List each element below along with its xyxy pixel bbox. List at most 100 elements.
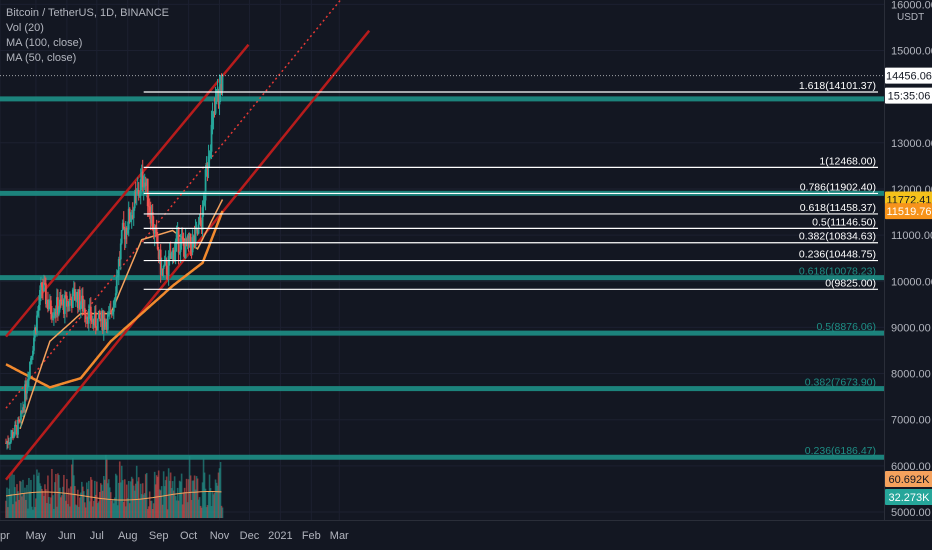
candle-body [98, 310, 101, 319]
fib-retracement-label: 0.382(7673.90) [805, 377, 876, 389]
candle-body [161, 268, 164, 270]
volume-bar [17, 491, 19, 518]
candle-body [103, 318, 106, 327]
volume-bar [150, 500, 153, 518]
candle-body [140, 171, 143, 180]
candle-body [143, 182, 146, 187]
volume-bar [75, 504, 77, 518]
volume-bar [54, 482, 56, 518]
volume-bar [24, 487, 26, 518]
volume-bar [99, 483, 102, 518]
candle-body [102, 318, 105, 331]
volume-bar [190, 500, 193, 518]
volume-bar [35, 498, 37, 518]
candle-body [69, 298, 72, 300]
volume-bar [161, 504, 164, 518]
candle-body [179, 238, 182, 252]
symbol-title: Bitcoin / TetherUS, 1D, BINANCE [6, 7, 170, 19]
volume-bar [95, 481, 98, 518]
volume-bar [175, 500, 178, 518]
candle-body [6, 441, 8, 443]
price-tick-label: 16000.00 [891, 0, 932, 11]
volume-bar [186, 502, 189, 518]
volume-bar [140, 494, 143, 518]
volume-bar [38, 472, 40, 518]
candle-body [187, 236, 190, 242]
volume-bar [100, 484, 103, 518]
volume-bar [65, 500, 67, 518]
ma50-indicator-label[interactable]: MA (50, close) [6, 52, 77, 64]
volume-bar [184, 492, 187, 518]
volume-bar [142, 494, 145, 518]
candle-body [217, 90, 220, 105]
volume-bar [221, 507, 224, 518]
ma100-indicator-label[interactable]: MA (100, close) [6, 37, 83, 49]
time-tick-label: Oct [180, 530, 197, 542]
candle-body [139, 179, 142, 195]
candle-body [119, 243, 122, 260]
candle-body [41, 282, 43, 288]
candle-body [19, 420, 21, 422]
volume-bar [47, 475, 49, 518]
volume-bar [66, 479, 68, 518]
volume-bar [185, 478, 188, 518]
candle-body [188, 233, 191, 242]
candle-body [33, 337, 35, 351]
fib-extension-label: 0.236(10448.75) [799, 249, 876, 261]
volume-bar [22, 479, 24, 518]
fib-extension-label: 0(9825.00) [825, 277, 876, 289]
candle-body [18, 419, 20, 421]
time-tick-label: Aug [118, 530, 138, 542]
volume-bar [147, 506, 150, 518]
candle-body [128, 208, 131, 223]
volume-bar [217, 472, 220, 518]
time-tick-label: Mar [330, 530, 349, 542]
candle-body [22, 407, 24, 411]
candle-body [63, 295, 66, 314]
volume-bar [121, 480, 124, 518]
time-tick-label: pr [0, 530, 10, 542]
candle-body [200, 222, 203, 230]
vol-indicator-label[interactable]: Vol (20) [6, 22, 44, 34]
volume-bar [220, 505, 223, 518]
candle-body [42, 287, 44, 292]
candle-body [64, 295, 67, 297]
volume-bar [30, 479, 32, 518]
candle-body [20, 410, 22, 421]
candle-body [157, 249, 160, 260]
volume-bar [214, 479, 217, 518]
volume-bar [70, 486, 72, 518]
time-tick-label: Sep [149, 530, 169, 542]
volume-bar [111, 499, 114, 518]
time-tick-label: Jul [90, 530, 104, 542]
candle-body [126, 229, 129, 234]
volume-bar [101, 490, 104, 518]
volume-bar [33, 474, 35, 518]
time-tick-label: May [26, 530, 47, 542]
candle-body [193, 235, 196, 244]
candle-body [9, 442, 11, 444]
volume-bar [216, 485, 219, 518]
volume-bar [40, 485, 42, 518]
candle-body [168, 253, 171, 256]
candle-body [11, 432, 13, 438]
candle-body [124, 227, 127, 240]
candle-body [213, 111, 216, 114]
volume-bar [74, 486, 76, 518]
candle-body [196, 228, 199, 234]
candle-body [84, 314, 87, 320]
candle-body [93, 312, 96, 326]
volume-bar [192, 480, 195, 518]
volume-bar [201, 482, 204, 518]
volume-bar [203, 472, 206, 518]
candle-body [199, 217, 202, 223]
candle-body [47, 299, 49, 310]
candle-body [105, 321, 108, 330]
candle-body [97, 310, 100, 319]
volume-bar [218, 468, 221, 518]
volume-bar [213, 492, 216, 518]
volume-bar [7, 507, 9, 518]
volume-bar [133, 490, 136, 518]
candle-body [176, 227, 179, 233]
